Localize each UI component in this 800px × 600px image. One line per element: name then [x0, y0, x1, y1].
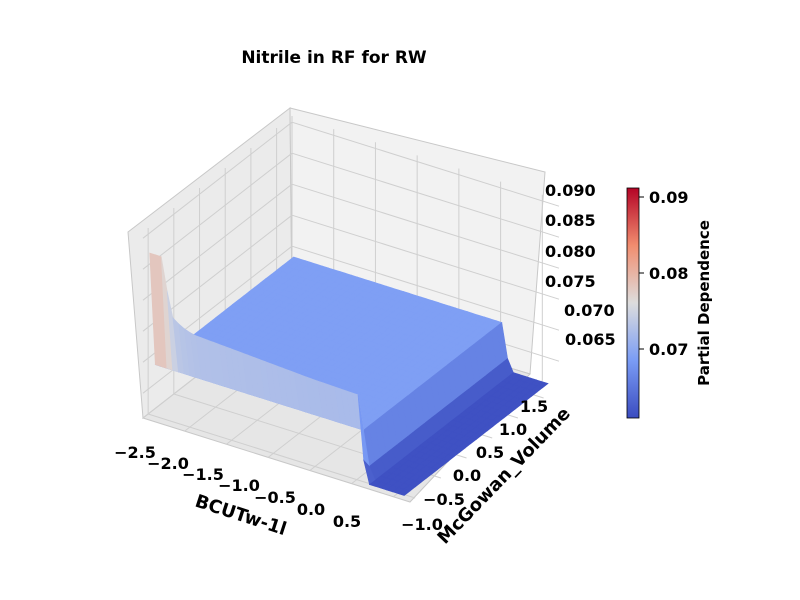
y-tick-label: 1.0: [499, 420, 527, 439]
colorbar-tick-label: 0.08: [649, 264, 688, 283]
grid-line: [291, 245, 560, 331]
x-tick-label: −0.5: [254, 488, 296, 507]
grid-line: [291, 121, 560, 207]
x-tick-label: 0.5: [333, 512, 361, 531]
x-tick-label: −1.0: [218, 476, 260, 495]
grid-line: [291, 214, 560, 300]
grid-line: [142, 152, 293, 270]
colorbar-label: Partial Dependence: [695, 220, 713, 386]
z-axis-ticks: 0.065 0.070 0.075 0.080 0.085 0.090: [545, 181, 616, 349]
grid-line: [291, 183, 560, 269]
y-tick-label: 1.5: [520, 397, 548, 416]
colorbar: [626, 187, 640, 419]
x-axis-ticks: −2.5 −2.0 −1.5 −1.0 −0.5 0.0 0.5: [114, 443, 361, 531]
colorbar-tick-label: 0.09: [649, 188, 688, 207]
chart-title: Nitrile in RF for RW: [241, 48, 427, 68]
z-tick-label: 0.090: [545, 181, 596, 200]
z-tick-label: 0.075: [545, 272, 596, 291]
z-tick-label: 0.070: [564, 301, 615, 320]
grid-line: [142, 183, 293, 301]
y-tick-label: −0.5: [423, 490, 465, 509]
x-tick-label: −1.5: [182, 465, 224, 484]
grid-line: [142, 121, 293, 239]
surface-patch: [397, 489, 411, 496]
x-tick-label: −2.5: [114, 443, 156, 462]
y-tick-label: −1.0: [401, 515, 443, 534]
z-tick-label: 0.080: [545, 242, 596, 261]
colorbar-tick-label: 0.07: [649, 340, 688, 359]
y-axis-ticks: −1.0 −0.5 0.0 0.5 1.0 1.5: [401, 397, 548, 534]
y-tick-label: 0.5: [476, 443, 504, 462]
colorbar-ticks: 0.09 0.08 0.07: [639, 188, 688, 359]
y-tick-label: 0.0: [453, 466, 481, 485]
x-tick-label: 0.0: [297, 500, 325, 519]
z-tick-label: 0.085: [545, 211, 596, 230]
x-tick-label: −2.0: [147, 454, 189, 473]
pd-surface: [149, 252, 549, 496]
z-tick-label: 0.065: [565, 330, 616, 349]
grid-line: [291, 152, 560, 238]
